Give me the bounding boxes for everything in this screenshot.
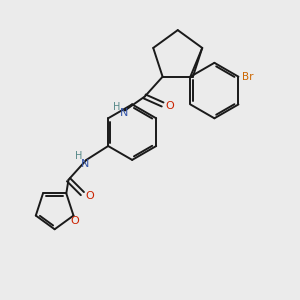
Text: N: N (120, 108, 128, 118)
Text: H: H (75, 151, 82, 161)
Text: Br: Br (242, 72, 254, 82)
Text: O: O (85, 190, 94, 201)
Text: O: O (166, 101, 174, 111)
Text: N: N (81, 159, 89, 169)
Text: O: O (70, 215, 79, 226)
Text: H: H (113, 102, 121, 112)
